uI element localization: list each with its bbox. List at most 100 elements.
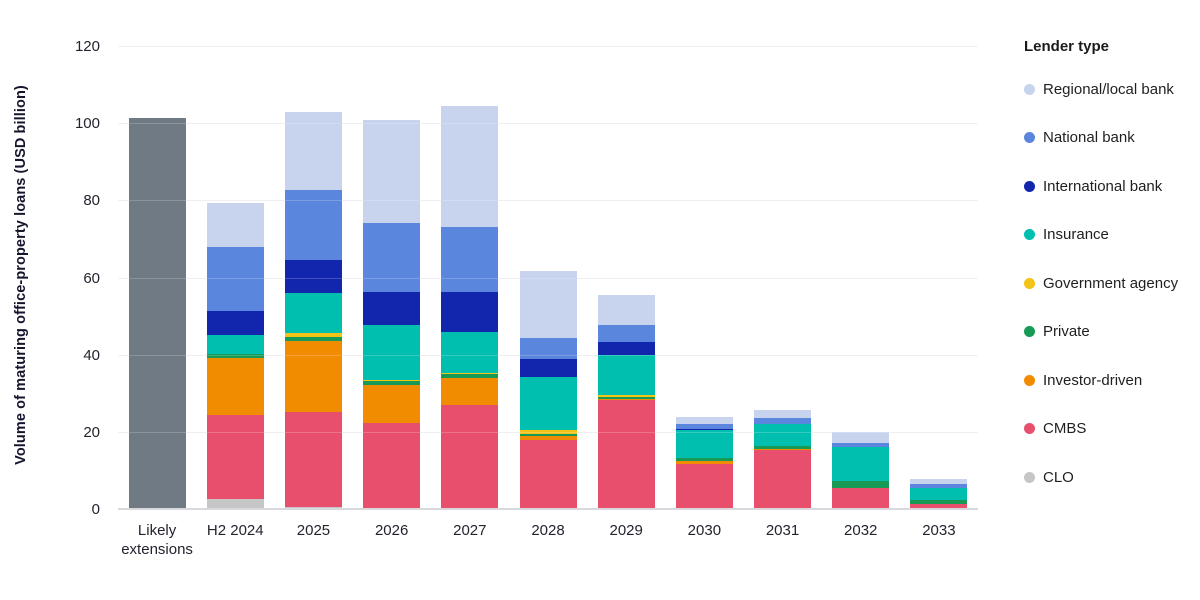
bar-segment-cmbs-2033 (910, 504, 968, 510)
gridline-overlay (118, 46, 978, 47)
bar-segment-regional-local-bank-2025 (284, 111, 342, 190)
gridline-overlay (118, 277, 978, 279)
x-tick-label-2032: 2032 (844, 522, 878, 539)
bar-segment-insurance-2029 (597, 354, 655, 396)
legend: Lender type Regional/local bank National … (1024, 38, 1200, 516)
legend-label: Insurance (1043, 226, 1109, 243)
bar-segment-regional-local-bank-2030 (675, 416, 733, 425)
bar-segment-investor-driven-h2-2024 (206, 358, 264, 416)
bar-segment-national-bank-2033 (910, 484, 968, 489)
bar-segment-cmbs-2032 (832, 488, 890, 510)
legend-items: Regional/local bank National bank Internat… (1024, 79, 1200, 487)
legend-label: CMBS (1043, 420, 1087, 437)
x-tick-label-2033: 2033 (922, 522, 956, 539)
insurance-legend-dot (1024, 229, 1035, 240)
x-tick-label-2030: 2030 (687, 522, 722, 539)
legend-item-regional-local-bank: Regional/local bank (1024, 79, 1200, 99)
x-tick-label-2031: 2031 (765, 522, 800, 539)
bar-segment-private-2029 (597, 396, 655, 399)
clo-legend-dot (1024, 471, 1035, 483)
gridline-overlay (118, 200, 978, 202)
legend-item-investor-driven: Investor-driven (1024, 370, 1200, 390)
x-tick-label-2025: 2025 (296, 522, 331, 539)
bar-segment-regional-local-bank-2033 (910, 479, 968, 485)
x-tick-label-likely-extensions: Likely extensions (121, 522, 193, 558)
y-tick-label: 80 (83, 192, 100, 210)
gridline-overlay (118, 123, 978, 125)
bar-segment-insurance-2027 (441, 331, 499, 374)
bar-segment-regional-local-bank-2029 (597, 294, 655, 325)
bar-segment-private-2033 (910, 499, 968, 505)
bar-segment-national-bank-h2-2024 (206, 246, 264, 311)
plot-area (118, 46, 978, 510)
bar-segment-investor-driven-2030 (675, 461, 733, 465)
gridline-overlay (118, 354, 978, 356)
bar-segment-international-bank-h2-2024 (206, 310, 264, 335)
x-tick-label-h2-2024: H2 2024 (206, 522, 264, 539)
legend-label: Investor-driven (1043, 371, 1143, 389)
legend-label: CLO (1043, 468, 1074, 486)
bar-segment-insurance-2031 (754, 423, 812, 446)
bar-segment-national-bank-2025 (284, 189, 342, 260)
bar-segment-national-bank-2027 (441, 226, 499, 292)
bar-segment-insurance-2025 (284, 292, 342, 334)
bar-segment-national-bank-2029 (597, 324, 655, 342)
bar-segment-government-agency-2025 (284, 333, 342, 337)
y-tick-label: 120 (74, 38, 100, 55)
private-legend-dot (1024, 326, 1035, 337)
bar-segment-investor-driven-2029 (597, 398, 655, 401)
bar-segment-insurance-2033 (910, 488, 968, 500)
bar-segment-insurance-2026 (363, 324, 421, 380)
bar-segment-private-2028 (519, 434, 577, 436)
x-tick-label-2027: 2027 (453, 522, 487, 539)
bar-segment-cmbs-2028 (519, 440, 577, 510)
bar-segment-regional-local-bank-2028 (519, 270, 577, 338)
y-tick-label: 0 (91, 501, 100, 518)
y-tick-label: 20 (83, 423, 100, 441)
cmbs-legend-dot (1024, 423, 1035, 434)
bar-segment-insurance-2032 (832, 446, 890, 481)
bar-segment-international-bank-2026 (363, 291, 421, 325)
bar-segment-private-2027 (441, 374, 499, 379)
bar-segment-international-bank-2028 (519, 359, 577, 378)
bar-segment-government-agency-2029 (597, 395, 655, 397)
gridline (118, 123, 978, 125)
bar-segment-insurance-2028 (519, 377, 577, 430)
gridline (118, 200, 978, 202)
bar-segment-private-2031 (754, 445, 812, 450)
bar-segment-government-agency-2028 (519, 429, 577, 434)
international-bank-legend-dot (1024, 180, 1035, 192)
legend-label: Private (1043, 323, 1090, 340)
legend-title: Lender type (1024, 38, 1110, 55)
bar-segment-investor-driven-2025 (284, 340, 342, 412)
legend-item-government-agency: Government agency (1024, 273, 1200, 293)
bar-segment-clo-h2-2024 (206, 499, 264, 510)
legend-item-international-bank: International bank (1024, 176, 1200, 196)
y-tick-label: 40 (83, 346, 100, 364)
bar-segment-international-bank-2025 (284, 260, 342, 293)
bar-segment-investor-driven-2031 (754, 449, 812, 451)
bar-segment-likely-extensions-likely-extensions (128, 118, 186, 510)
bar-segment-cmbs-2030 (675, 464, 733, 510)
legend-label: Regional/local bank (1043, 80, 1174, 98)
bar-segment-regional-local-bank-h2-2024 (206, 202, 264, 247)
bar-segment-cmbs-2029 (597, 400, 655, 510)
bar-segment-international-bank-2027 (441, 291, 499, 332)
legend-label: Government agency (1043, 274, 1179, 292)
investor-driven-legend-dot (1024, 374, 1035, 386)
government-agency-legend-dot (1024, 277, 1035, 289)
y-tick-label: 60 (83, 269, 100, 287)
bar-segment-investor-driven-2026 (363, 384, 421, 424)
bar-segment-regional-local-bank-2027 (441, 105, 499, 227)
bar-segment-cmbs-2025 (284, 411, 342, 508)
bar-segment-national-bank-2030 (675, 424, 733, 429)
bar-segment-insurance-h2-2024 (206, 334, 264, 355)
y-tick-label: 100 (74, 115, 100, 133)
bar-segment-cmbs-h2-2024 (206, 415, 264, 500)
bar-segment-international-bank-2030 (675, 428, 733, 431)
legend-item-insurance: Insurance (1024, 225, 1200, 245)
bar-segment-national-bank-2031 (754, 417, 812, 424)
bar-segment-investor-driven-2028 (519, 435, 577, 441)
national-bank-legend-dot (1024, 132, 1035, 143)
